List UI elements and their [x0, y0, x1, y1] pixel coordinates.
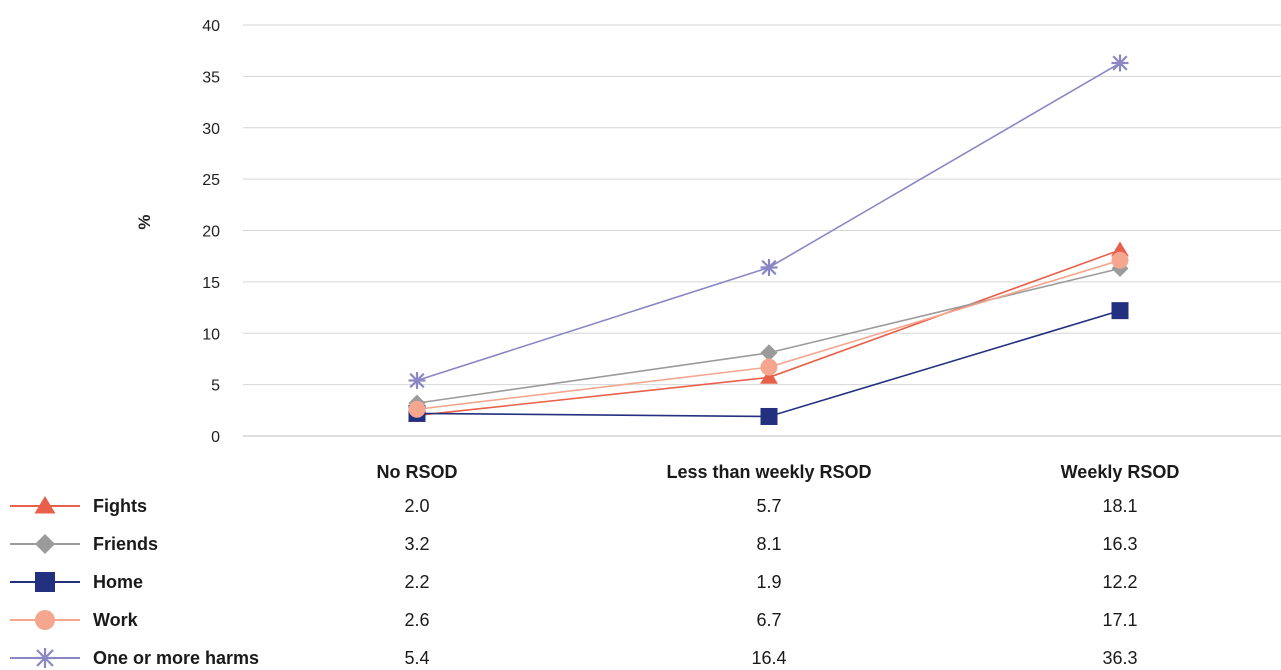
legend-marker-fights	[34, 496, 56, 514]
point-work-1	[760, 358, 778, 376]
legend-label-work: Work	[93, 610, 139, 630]
y-tick-label: 40	[202, 18, 220, 35]
point-work-0	[408, 400, 426, 418]
data-table: Fights 2.0 5.7 18.1 Friends 3.2 8.1 16.3 Home 2.2…	[10, 496, 1138, 668]
category-labels: No RSOD Less than weekly RSOD Weekly RSOD	[377, 462, 1180, 482]
y-axis-ticks: 0 5 10 15 20 25 30 35 40	[202, 18, 220, 446]
point-home-1	[760, 407, 778, 425]
point-friends-1	[760, 344, 778, 362]
gridlines	[243, 24, 1281, 437]
point-fights-2	[1111, 241, 1129, 257]
y-tick-label: 25	[202, 172, 220, 189]
data-label-work-2: 17.1	[1102, 610, 1137, 630]
y-axis-label: %	[135, 214, 154, 229]
legend-marker-home	[35, 572, 55, 592]
legend-label-home: Home	[93, 572, 143, 592]
data-label-one-or-more-harms-0: 5.4	[404, 648, 429, 668]
y-tick-label: 35	[202, 69, 220, 86]
series-lines	[408, 54, 1129, 425]
data-label-friends-2: 16.3	[1102, 534, 1137, 554]
data-label-friends-1: 8.1	[756, 534, 781, 554]
legend-marker-friends	[35, 534, 55, 554]
data-label-home-2: 12.2	[1102, 572, 1137, 592]
y-tick-label: 10	[202, 326, 220, 343]
legend-label-one-or-more-harms: One or more harms	[93, 648, 259, 668]
point-one-or-more-harms-0	[408, 372, 426, 390]
point-one-or-more-harms-2	[1111, 54, 1129, 72]
data-label-fights-0: 2.0	[404, 496, 429, 516]
point-home-2	[1111, 302, 1129, 320]
y-tick-label: 30	[202, 121, 220, 138]
category-label: Less than weekly RSOD	[666, 462, 871, 482]
data-label-friends-0: 3.2	[404, 534, 429, 554]
data-label-one-or-more-harms-1: 16.4	[751, 648, 786, 668]
y-tick-label: 0	[211, 429, 220, 446]
y-tick-label: 15	[202, 275, 220, 292]
legend-marker-work	[35, 610, 55, 630]
legend-label-friends: Friends	[93, 534, 158, 554]
category-label: Weekly RSOD	[1061, 462, 1180, 482]
y-tick-label: 20	[202, 224, 220, 241]
point-work-2	[1111, 251, 1129, 269]
data-label-home-1: 1.9	[756, 572, 781, 592]
data-label-one-or-more-harms-2: 36.3	[1102, 648, 1137, 668]
series-line-work	[416, 259, 1121, 411]
legend-label-fights: Fights	[93, 496, 147, 516]
data-label-fights-1: 5.7	[756, 496, 781, 516]
data-label-work-0: 2.6	[404, 610, 429, 630]
data-label-work-1: 6.7	[756, 610, 781, 630]
point-fights-1	[760, 368, 778, 384]
point-one-or-more-harms-1	[760, 258, 778, 276]
legend-marker-one-or-more-harms	[35, 648, 55, 668]
data-label-fights-2: 18.1	[1102, 496, 1137, 516]
category-label: No RSOD	[377, 462, 458, 482]
data-label-home-0: 2.2	[404, 572, 429, 592]
y-tick-label: 5	[211, 378, 220, 395]
